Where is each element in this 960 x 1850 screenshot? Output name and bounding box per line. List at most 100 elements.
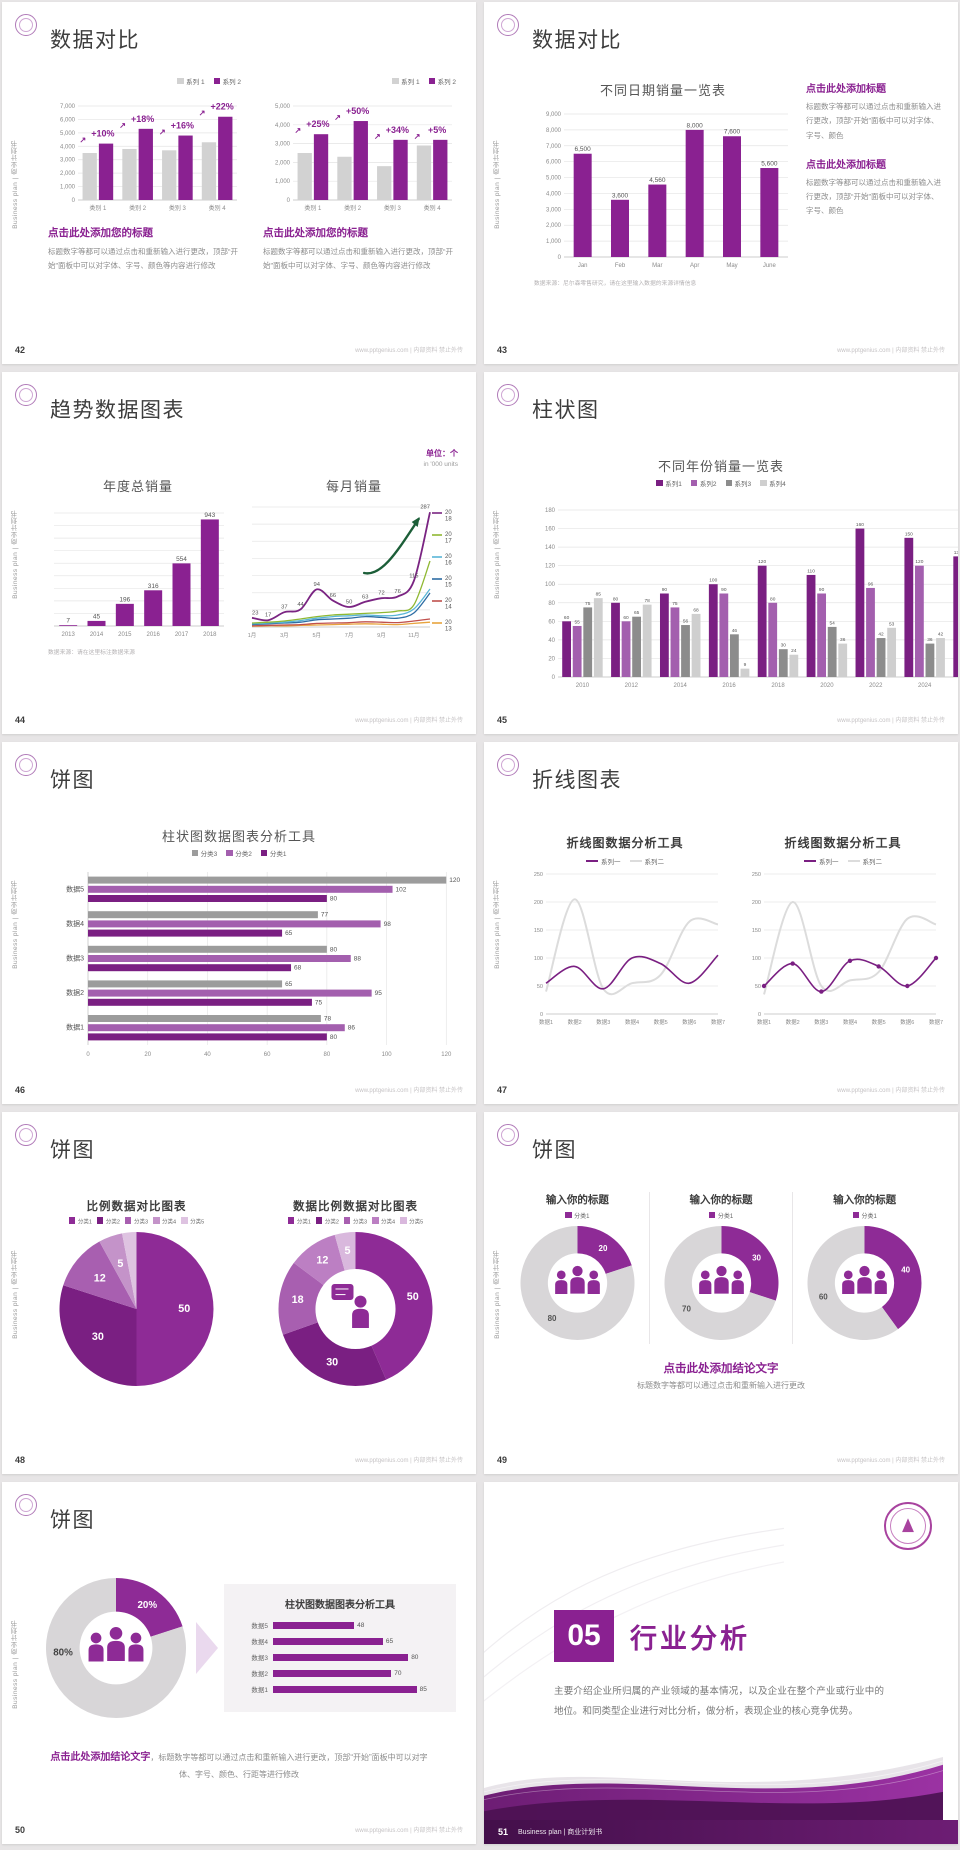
- svg-text:80: 80: [330, 1034, 338, 1041]
- legend-label: 系列3: [734, 481, 752, 488]
- legend-label: 系列1: [665, 481, 682, 488]
- row-label: 数据2: [251, 1671, 268, 1678]
- svg-text:1月: 1月: [248, 632, 257, 639]
- row-bar: [273, 1637, 383, 1645]
- slide-47[interactable]: Business plan | 商业计划书 折线图表 折线图数据分析工具 系列一…: [484, 742, 958, 1104]
- column-header: 输入你的标题: [545, 1194, 609, 1206]
- horizontal-bar-chart: 020406080100120140数据512010280数据4779865数据…: [52, 868, 476, 1058]
- svg-text:90: 90: [662, 587, 668, 593]
- svg-text:65: 65: [285, 930, 293, 937]
- series4-swatch-icon: [760, 479, 767, 486]
- legend-label: 系列二: [862, 859, 883, 866]
- legend-label: 分类4: [381, 1219, 396, 1226]
- svg-text:11月: 11月: [408, 632, 419, 639]
- chart-column: 每月销量 1月 3月 5月 7月 9月 11月 23 17 37 44 94 66 50 63 72 76 11…: [244, 476, 464, 656]
- chart-title: 数据比例数据对比图表: [293, 1201, 418, 1213]
- slide-50[interactable]: Business plan | 商业计划书 饼图 20% 80% 柱状图数据图表分…: [2, 1482, 476, 1844]
- svg-text:68: 68: [294, 965, 302, 972]
- svg-text:196: 196: [119, 596, 130, 603]
- svg-text:46: 46: [732, 628, 738, 634]
- svg-text:100: 100: [534, 956, 543, 962]
- slide-48[interactable]: Business plan | 商业计划书 饼图 比例数据对比图表 分类1 分类…: [2, 1112, 476, 1474]
- svg-text:5: 5: [345, 1245, 351, 1257]
- svg-text:5,000: 5,000: [546, 176, 562, 182]
- svg-text:2024: 2024: [918, 683, 932, 689]
- slide-title: 饼图: [532, 1139, 577, 1162]
- svg-text:9月: 9月: [377, 632, 386, 639]
- svg-text:+22%: +22%: [210, 102, 233, 112]
- svg-text:类别 1: 类别 1: [89, 204, 107, 212]
- svg-text:7,000: 7,000: [60, 104, 76, 110]
- series1-line-swatch-icon: [804, 860, 816, 862]
- svg-text:80: 80: [548, 1314, 557, 1323]
- cat2-swatch-icon: [226, 849, 233, 856]
- svg-text:13: 13: [445, 627, 452, 633]
- svg-text:5,000: 5,000: [60, 131, 76, 137]
- svg-text:2014: 2014: [90, 632, 104, 638]
- svg-text:23: 23: [252, 610, 258, 616]
- legend-label: 系列 1: [186, 79, 205, 86]
- svg-text:943: 943: [204, 512, 215, 519]
- panel-bar-row: 数据3 80: [238, 1652, 442, 1662]
- svg-text:80: 80: [330, 896, 338, 903]
- svg-text:数据1: 数据1: [757, 1018, 771, 1026]
- unit-en: in '000 units: [423, 461, 459, 468]
- slide-51[interactable]: 05 行业分析 主要介绍企业所归属的产业领域的基本情况，以及企业在整个产业或行业…: [484, 1482, 958, 1844]
- sidebar-caption: Business plan | 商业计划书: [494, 140, 501, 229]
- svg-text:2015: 2015: [118, 632, 132, 638]
- slide-44[interactable]: Business plan | 商业计划书 趋势数据图表 单位：个 in '00…: [2, 372, 476, 734]
- panel-bar-row: 数据5 48: [238, 1620, 442, 1630]
- svg-text:80: 80: [613, 596, 619, 602]
- slide-46[interactable]: Business plan | 商业计划书 饼图 柱状图数据图表分析工具 分类3…: [2, 742, 476, 1104]
- conclusion-title: 点击此处添加结论文字: [50, 1752, 151, 1763]
- row-label: 数据4: [251, 1639, 268, 1646]
- page-number: 47: [497, 1085, 508, 1095]
- svg-text:65: 65: [634, 610, 640, 616]
- svg-text:180: 180: [545, 508, 556, 514]
- svg-text:0: 0: [558, 255, 562, 261]
- sales-bar-chart: 0 1,000 2,000 3,000 4,000 5,000 6,000 7,000 8,00…: [534, 102, 792, 270]
- slide-49[interactable]: Business plan | 商业计划书 饼图 输入你的标题 分类1 20 80…: [484, 1112, 958, 1474]
- footer-note: www.pptgenius.com | 内部资料 禁止外传: [355, 718, 463, 724]
- svg-text:3,600: 3,600: [612, 192, 629, 199]
- slide-45[interactable]: Business plan | 商业计划书 柱状图 不同年份销量一览表 系列1 …: [484, 372, 958, 734]
- legend-label: 系列二: [644, 859, 665, 866]
- cat5-swatch-icon: [181, 1217, 188, 1224]
- page-number: 46: [15, 1085, 26, 1095]
- svg-text:70: 70: [682, 1304, 691, 1313]
- chart-legend: 分类3 分类2 分类1: [2, 848, 476, 858]
- svg-text:18: 18: [445, 517, 452, 523]
- svg-text:40: 40: [548, 638, 555, 644]
- footer-note: www.pptgenius.com | 内部资料 禁止外传: [355, 1458, 463, 1464]
- svg-text:数据6: 数据6: [900, 1018, 914, 1026]
- page-number: 48: [15, 1455, 26, 1465]
- series3-swatch-icon: [725, 479, 732, 486]
- slide-42[interactable]: Business plan | 商业计划书 数据对比 系列 1 系列 2 0 1,…: [2, 2, 476, 364]
- svg-text:110: 110: [807, 568, 815, 574]
- section-body: 主要介绍企业所归属的产业领域的基本情况，以及企业在整个产业或行业中的地位。和同类…: [554, 1686, 884, 1717]
- svg-text:60: 60: [564, 615, 570, 621]
- slide-43[interactable]: Business plan | 商业计划书 数据对比 不同日期销量一览表 0 1,…: [484, 2, 958, 364]
- logo-badge-icon: [497, 754, 519, 776]
- series2-swatch-icon: [690, 479, 698, 486]
- footer-note: www.pptgenius.com | 内部资料 禁止外传: [837, 1458, 945, 1464]
- svg-text:6,000: 6,000: [546, 160, 562, 166]
- svg-text:55: 55: [574, 619, 580, 625]
- svg-text:数据4: 数据4: [66, 919, 84, 928]
- conclusion-body: ，标题数字等都可以通过点击和重新输入进行更改，顶部“开始”面板中可以对字体、字号…: [150, 1753, 428, 1779]
- svg-text:20: 20: [548, 656, 555, 662]
- svg-text:2,000: 2,000: [275, 160, 291, 166]
- svg-text:75: 75: [585, 601, 591, 607]
- svg-text:数据7: 数据7: [929, 1018, 943, 1026]
- svg-text:120: 120: [441, 1052, 452, 1058]
- cat3-swatch-icon: [191, 849, 199, 856]
- series2-swatch-icon: [213, 77, 221, 84]
- svg-text:115: 115: [409, 574, 418, 580]
- line-chart-left: 0 50 100 150 200 250 数据1 数据2 数据3 数据4 数据5 数据6 数据7: [524, 868, 726, 1026]
- svg-text:554: 554: [176, 556, 187, 563]
- svg-text:6,500: 6,500: [575, 146, 592, 153]
- svg-text:60: 60: [819, 1292, 828, 1301]
- svg-text:数据1: 数据1: [66, 1023, 84, 1032]
- svg-text:2012: 2012: [625, 683, 639, 689]
